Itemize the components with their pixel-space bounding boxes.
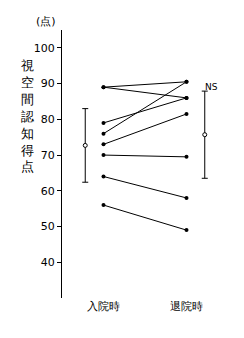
svg-text:40: 40 (41, 256, 55, 269)
svg-text:60: 60 (41, 185, 55, 198)
svg-text:退院時: 退院時 (170, 300, 203, 313)
svg-text:NS: NS (205, 82, 218, 92)
svg-text:(点): (点) (36, 15, 56, 28)
svg-text:70: 70 (41, 149, 55, 162)
svg-text:50: 50 (41, 220, 55, 233)
svg-text:100: 100 (34, 42, 55, 55)
svg-text:90: 90 (41, 77, 55, 90)
svg-text:視空間認知得点: 視空間認知得点 (21, 58, 34, 174)
svg-text:80: 80 (41, 113, 55, 126)
svg-text:入院時: 入院時 (87, 300, 120, 313)
